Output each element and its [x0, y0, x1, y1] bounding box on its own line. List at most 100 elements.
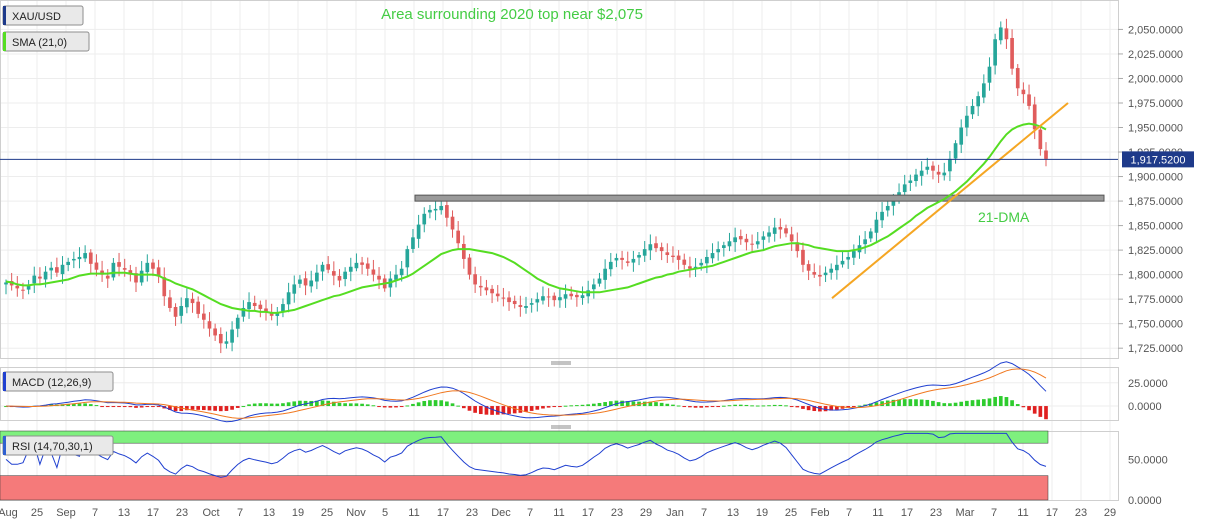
macd-histogram-bar	[733, 404, 737, 407]
macd-histogram-bar	[981, 399, 986, 407]
panel-resize-handle-1[interactable]	[551, 361, 571, 365]
x-tick-label: Aug	[0, 507, 18, 519]
x-tick-label: 29	[640, 507, 652, 519]
macd-histogram-bar	[411, 403, 415, 407]
macd-histogram-bar	[264, 403, 268, 407]
macd-histogram-bar	[829, 406, 834, 411]
macd-histogram-bar	[337, 402, 342, 407]
y-tick-label: 1,825.0000	[1128, 245, 1183, 257]
macd-tag[interactable]: MACD (12,26,9)	[2, 371, 114, 392]
candle	[688, 256, 692, 278]
candle	[761, 231, 766, 250]
macd-histogram-bar	[919, 399, 924, 407]
macd-histogram-bar	[546, 406, 551, 408]
candle	[563, 284, 568, 308]
macd-y-tick-label: 25.0000	[1128, 378, 1168, 390]
candle	[755, 232, 760, 249]
macd-histogram-bar	[778, 404, 783, 407]
macd-histogram-bar	[478, 406, 483, 415]
y-tick-label: 1,950.0000	[1128, 123, 1183, 135]
candle	[772, 217, 777, 242]
x-tick-label: 7	[846, 507, 852, 519]
macd-label: MACD (12,26,9)	[12, 377, 91, 389]
panel-resize-handle-2[interactable]	[551, 425, 571, 429]
macd-histogram-bar	[891, 399, 896, 407]
macd-histogram-bar	[185, 406, 189, 411]
sma-tag[interactable]: SMA (21,0)	[2, 31, 90, 52]
macd-histogram-bar	[382, 406, 387, 408]
candle	[298, 275, 302, 288]
candle	[846, 252, 851, 269]
y-tick-label: 1,750.0000	[1128, 319, 1183, 331]
macd-histogram-bar	[230, 406, 234, 410]
x-tick-label: 11	[872, 507, 883, 519]
macd-histogram-bar	[473, 406, 477, 413]
x-tick-label: Sep	[56, 507, 76, 519]
macd-histogram-bar	[936, 402, 941, 407]
candle	[360, 256, 364, 275]
candle	[428, 205, 432, 219]
macd-histogram-bar	[388, 406, 393, 408]
macd-histogram-bar	[1044, 406, 1048, 420]
macd-histogram-bar	[416, 402, 421, 407]
rsi-oversold-band	[0, 475, 1049, 501]
y-tick-label: 1,900.0000	[1128, 172, 1183, 184]
macd-histogram-bar	[405, 405, 410, 407]
macd-histogram-bar	[315, 400, 319, 407]
macd-histogram-bar	[529, 406, 534, 411]
x-tick-label: 11	[553, 507, 564, 519]
rsi-bands	[0, 430, 1049, 501]
macd-histogram-bar	[558, 406, 562, 408]
grid	[0, 0, 1118, 500]
x-axis: Aug 25 Sep 7 13 17 23 Oct 7 13 19 25 Nov 5 11 17 23 Dec 7 1…	[0, 507, 1116, 519]
macd-histogram-bar	[648, 401, 653, 407]
macd-histogram-bar	[642, 401, 647, 407]
candle	[139, 261, 144, 286]
candle	[83, 245, 87, 263]
candle	[631, 250, 636, 272]
candle	[936, 164, 941, 183]
macd-histogram-bar	[275, 403, 280, 407]
candle	[156, 259, 161, 284]
candle	[648, 234, 653, 261]
macd-histogram-bar	[868, 403, 873, 407]
macd-histogram-bar	[371, 405, 376, 407]
macd-histogram-bar	[671, 404, 675, 407]
rsi-tag[interactable]: RSI (14,70,30,1)	[2, 435, 114, 456]
candle	[529, 298, 534, 313]
x-tick-label: 7	[92, 507, 98, 519]
current-price-label: 1,917.5200	[1130, 154, 1185, 166]
macd-histogram-bar	[501, 406, 506, 415]
x-tick-label: 25	[785, 507, 797, 519]
candle	[998, 21, 1003, 45]
symbol-tag[interactable]: XAU/USD	[2, 5, 84, 26]
candle	[908, 174, 913, 192]
macd-histogram-bar	[665, 403, 670, 407]
macd-histogram-bar	[575, 405, 579, 407]
y-tick-label: 1,975.0000	[1128, 98, 1183, 110]
candle	[66, 257, 71, 272]
rsi-panel	[5, 432, 1047, 478]
macd-histogram-bar	[902, 399, 907, 407]
rsi-y-tick-label: 50.0000	[1128, 454, 1168, 466]
x-tick-label: 25	[321, 507, 333, 519]
candle	[122, 258, 127, 277]
macd-histogram-bar	[348, 403, 353, 407]
candle	[665, 243, 670, 263]
candle	[501, 287, 506, 307]
macd-histogram-bar	[795, 406, 800, 408]
macd-histogram-bar	[377, 406, 381, 408]
candle	[343, 267, 347, 287]
macd-histogram-bar	[524, 406, 528, 412]
candle	[88, 249, 93, 274]
candle	[767, 226, 771, 243]
candle	[512, 295, 517, 309]
candle	[507, 291, 511, 311]
candle	[812, 263, 817, 278]
candle	[541, 286, 545, 305]
candle	[535, 292, 540, 312]
candle	[965, 105, 969, 137]
macd-histogram-bar	[914, 399, 918, 407]
macd-histogram-bar	[399, 406, 404, 408]
macd-histogram-bar	[281, 403, 285, 407]
